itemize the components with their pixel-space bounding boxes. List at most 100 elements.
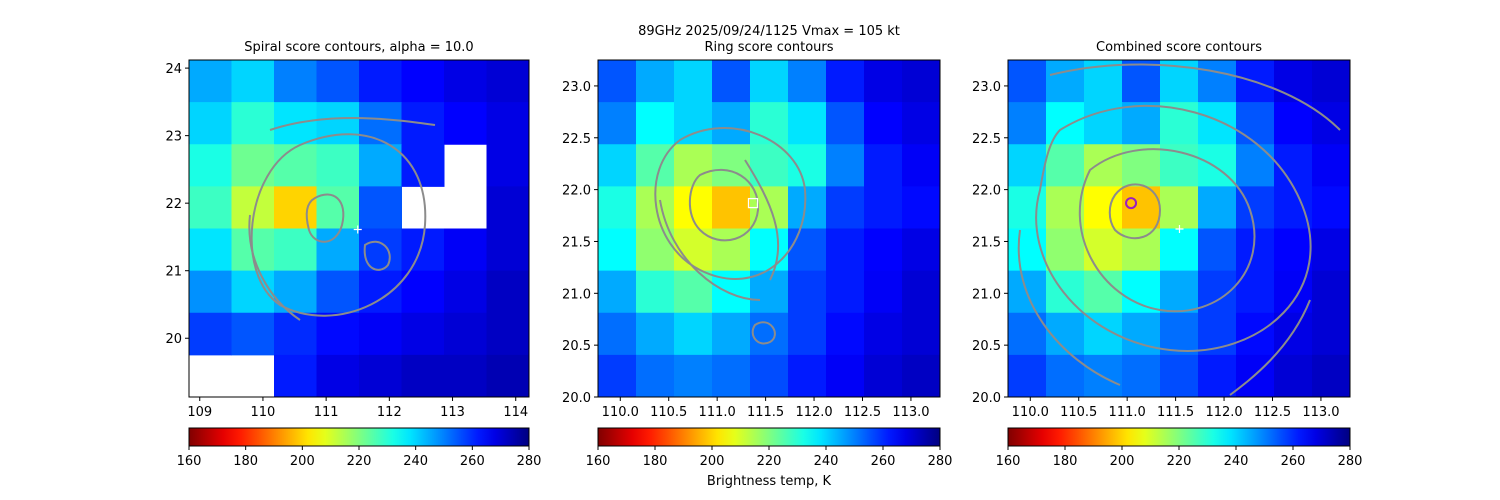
heat-cell [674, 312, 713, 356]
heat-cell [1198, 312, 1237, 356]
heat-cell [189, 228, 232, 272]
combined-marker [1125, 197, 1138, 210]
heat-cell [788, 228, 827, 272]
heat-cell [750, 228, 789, 272]
heat-cell [864, 102, 903, 145]
heat-cell [864, 186, 903, 229]
heat-cell [486, 102, 530, 145]
x-tick-label: 110 [251, 405, 276, 420]
heat-cell [1160, 312, 1199, 356]
heat-cell [486, 270, 530, 314]
y-tick-label: 21.0 [562, 287, 591, 302]
heat-cell [826, 186, 865, 229]
x-tick-label: 112 [377, 405, 402, 420]
heat-cell [902, 354, 941, 398]
heat-cell [1198, 60, 1237, 103]
heat-cell [1008, 102, 1047, 145]
heat-cell [316, 270, 360, 314]
colorbar-tick-label: 160 [177, 454, 202, 469]
heat-cell [788, 270, 827, 314]
heat-cell [1312, 312, 1351, 356]
x-tick-label: 111 [314, 405, 339, 420]
heat-cell [189, 102, 232, 145]
heat-cell [1312, 60, 1351, 103]
heat-cell [231, 312, 275, 356]
heat-cell [826, 144, 865, 187]
heat-cell [359, 312, 402, 356]
heat-cell [902, 144, 941, 187]
colorbar [189, 428, 529, 446]
x-tick-label: 110.0 [602, 405, 639, 420]
heat-cell [486, 354, 530, 398]
heat-cell [486, 60, 530, 103]
heat-cell [1274, 102, 1313, 145]
heat-cell [712, 60, 751, 103]
heat-cell [1274, 186, 1313, 229]
heat-cell [1008, 186, 1047, 229]
heat-cell [1274, 144, 1313, 187]
heat-cell [486, 228, 530, 272]
heat-cell [1198, 186, 1237, 229]
heat-cell [231, 60, 275, 103]
heat-cell [750, 102, 789, 145]
heat-cell [712, 354, 751, 398]
heat-cell [1008, 354, 1047, 398]
heat-cell [486, 186, 530, 229]
heat-cell [274, 354, 317, 398]
center-marker [1175, 225, 1184, 234]
heat-cell [636, 102, 675, 145]
x-tick-label: 112.5 [844, 405, 881, 420]
heat-cell [1008, 144, 1047, 187]
heat-cell [902, 186, 941, 229]
x-tick-label: 111.0 [1109, 405, 1146, 420]
heat-cell [486, 144, 530, 187]
heat-cell [189, 270, 232, 314]
heat-cell [902, 270, 941, 314]
heat-cell [788, 312, 827, 356]
colorbar-tick-label: 260 [1281, 454, 1306, 469]
heat-cell [1046, 228, 1085, 272]
colorbar-tick-label: 280 [928, 454, 953, 469]
y-tick-label: 21.5 [562, 235, 591, 250]
heat-cell [359, 60, 402, 103]
colorbar [1008, 428, 1350, 446]
y-tick-label: 20 [165, 332, 182, 347]
contour [1108, 183, 1162, 240]
heat-cell [1046, 186, 1085, 229]
heat-cell [444, 228, 487, 272]
heat-cell [401, 312, 445, 356]
heat-cell [1008, 60, 1047, 103]
heat-cell [788, 102, 827, 145]
colorbar-tick-label: 240 [403, 454, 428, 469]
heat-cell [598, 354, 637, 398]
panel-title: Ring score contours [704, 40, 833, 55]
heat-cell [674, 186, 713, 229]
heat-cell [712, 144, 751, 187]
heat-cell [359, 102, 402, 145]
colorbar-tick-label: 220 [1167, 454, 1192, 469]
heat-cell [444, 270, 487, 314]
heat-cell [1312, 186, 1351, 229]
y-tick-label: 21.0 [972, 287, 1001, 302]
heat-cell [444, 102, 487, 145]
heat-cell [316, 186, 360, 229]
contour [363, 240, 391, 271]
colorbar-tick-label: 260 [871, 454, 896, 469]
y-tick-label: 21 [165, 265, 182, 280]
heat-cell [712, 312, 751, 356]
heat-cell [788, 186, 827, 229]
x-tick-label: 110.5 [1060, 405, 1097, 420]
heat-cell [444, 312, 487, 356]
colorbar-tick-label: 200 [700, 454, 725, 469]
heat-cell [316, 354, 360, 398]
x-tick-label: 110.5 [650, 405, 687, 420]
heat-cell [750, 144, 789, 187]
colorbar-tick-label: 240 [1224, 454, 1249, 469]
colorbar-tick-label: 240 [814, 454, 839, 469]
colorbar-tick-label: 160 [586, 454, 611, 469]
y-tick-label: 22.0 [972, 184, 1001, 199]
heat-cell [1274, 354, 1313, 398]
x-tick-label: 112.0 [795, 405, 832, 420]
heat-cell [1160, 186, 1199, 229]
x-tick-label: 111.5 [1157, 405, 1194, 420]
